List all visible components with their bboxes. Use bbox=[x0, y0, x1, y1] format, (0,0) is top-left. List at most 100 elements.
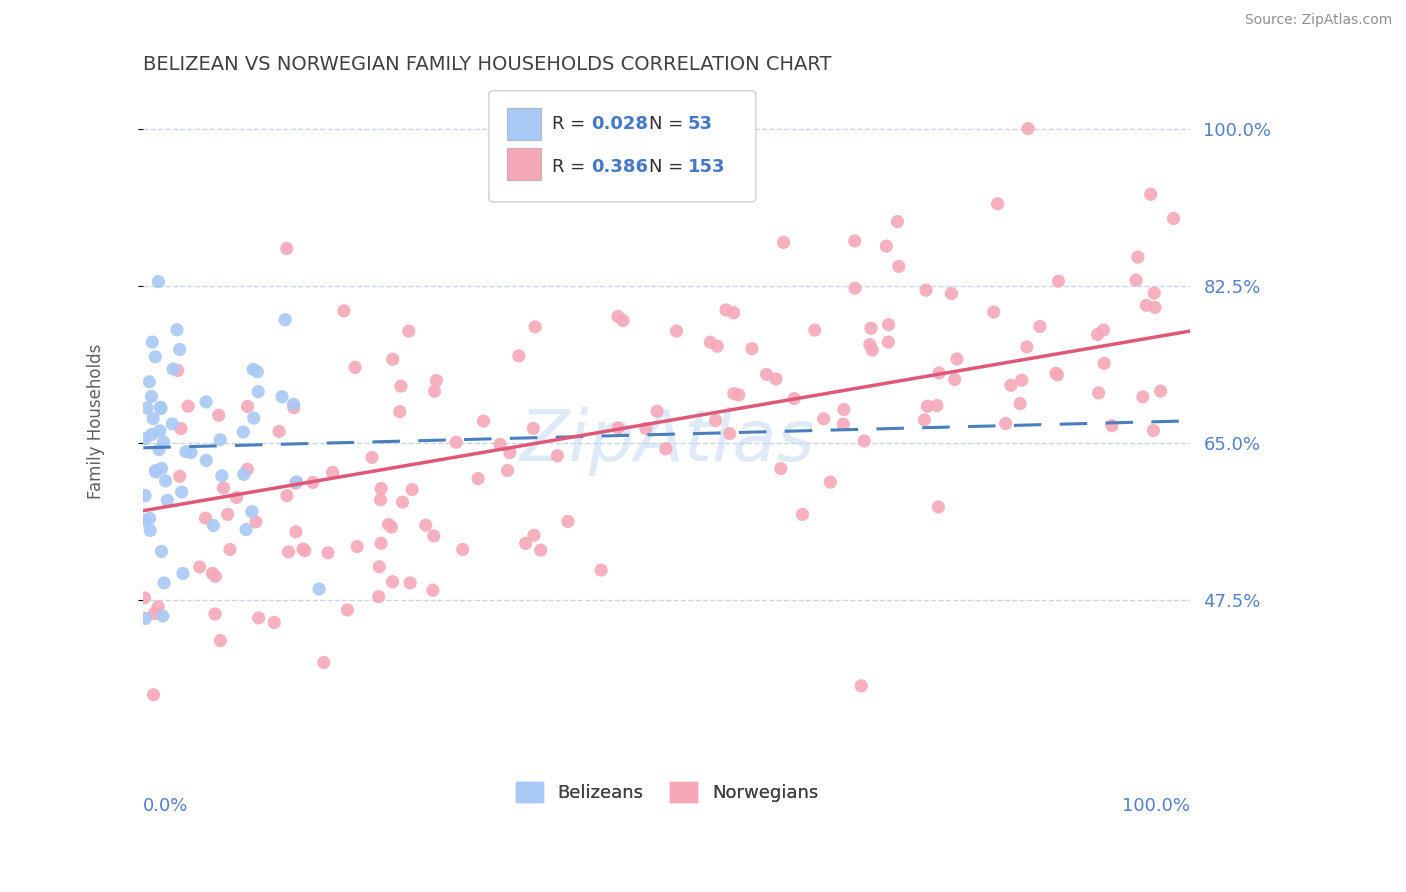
Point bbox=[149, 400, 172, 414]
Point bbox=[875, 239, 897, 253]
Point bbox=[723, 386, 745, 401]
Point bbox=[877, 335, 900, 350]
Point bbox=[150, 461, 173, 475]
Point bbox=[361, 450, 384, 465]
Point bbox=[156, 493, 179, 508]
Point bbox=[195, 395, 218, 409]
Point bbox=[283, 397, 305, 411]
Point bbox=[398, 324, 420, 338]
Point bbox=[723, 306, 745, 320]
Point bbox=[591, 563, 613, 577]
Point bbox=[145, 465, 167, 479]
Point bbox=[134, 611, 156, 625]
Point bbox=[714, 302, 737, 317]
Point bbox=[134, 432, 156, 446]
Point bbox=[1132, 390, 1154, 404]
Point bbox=[1125, 273, 1147, 287]
Point bbox=[704, 413, 727, 427]
Point bbox=[423, 529, 446, 543]
Point bbox=[368, 559, 391, 574]
Text: R =: R = bbox=[551, 158, 591, 176]
Point bbox=[149, 424, 172, 438]
Point bbox=[887, 260, 910, 274]
Point bbox=[153, 575, 176, 590]
Point bbox=[769, 461, 792, 475]
Point bbox=[1045, 366, 1067, 380]
Point bbox=[166, 323, 188, 337]
Point bbox=[1092, 356, 1115, 370]
Point bbox=[1017, 121, 1039, 136]
Text: N =: N = bbox=[650, 158, 689, 176]
Point bbox=[202, 518, 225, 533]
Point bbox=[162, 417, 184, 431]
Point bbox=[832, 417, 855, 432]
Point bbox=[232, 425, 254, 439]
Point bbox=[1010, 396, 1032, 410]
Point bbox=[152, 609, 174, 624]
Point bbox=[276, 242, 298, 256]
Point bbox=[804, 323, 827, 337]
Point bbox=[148, 442, 170, 457]
Point bbox=[188, 560, 211, 574]
Point bbox=[1046, 368, 1069, 382]
Point bbox=[209, 433, 232, 447]
Point bbox=[284, 476, 307, 491]
Point bbox=[143, 350, 166, 364]
Point bbox=[377, 517, 399, 532]
Text: 0.0%: 0.0% bbox=[143, 797, 188, 814]
Point bbox=[943, 372, 966, 386]
FancyBboxPatch shape bbox=[489, 91, 756, 202]
Point bbox=[1087, 385, 1109, 400]
Point bbox=[195, 453, 218, 467]
Point bbox=[1011, 373, 1033, 387]
Point bbox=[247, 611, 270, 625]
Point bbox=[381, 352, 404, 367]
Point bbox=[772, 235, 794, 250]
Point bbox=[853, 434, 876, 448]
Point bbox=[141, 427, 163, 442]
Point bbox=[557, 515, 579, 529]
Point bbox=[170, 421, 193, 435]
Point bbox=[146, 599, 169, 614]
Point bbox=[242, 362, 264, 376]
Point bbox=[246, 365, 269, 379]
Point bbox=[1149, 384, 1171, 398]
Text: 100.0%: 100.0% bbox=[1122, 797, 1191, 814]
Point bbox=[208, 409, 231, 423]
Point bbox=[645, 404, 668, 418]
Point bbox=[886, 214, 908, 228]
Point bbox=[134, 489, 156, 503]
Point bbox=[141, 390, 163, 404]
Point bbox=[283, 401, 305, 415]
Point bbox=[150, 544, 173, 558]
Point bbox=[177, 399, 200, 413]
Point bbox=[217, 508, 239, 522]
Point bbox=[143, 607, 166, 621]
Point bbox=[1015, 340, 1038, 354]
Point bbox=[336, 603, 359, 617]
Point bbox=[138, 511, 160, 525]
Point bbox=[235, 523, 257, 537]
Point bbox=[204, 569, 226, 583]
Point bbox=[276, 489, 298, 503]
Point bbox=[925, 399, 948, 413]
Text: Family Households: Family Households bbox=[87, 343, 105, 499]
Point bbox=[467, 471, 489, 485]
Point bbox=[820, 475, 842, 489]
Point bbox=[718, 426, 741, 441]
Point bbox=[201, 566, 224, 581]
Point bbox=[242, 411, 264, 425]
Point bbox=[370, 536, 392, 550]
Point bbox=[204, 607, 226, 621]
Point bbox=[928, 366, 950, 380]
Point bbox=[263, 615, 285, 630]
Text: 0.028: 0.028 bbox=[592, 115, 648, 134]
Point bbox=[333, 303, 356, 318]
Point bbox=[994, 417, 1017, 431]
Point bbox=[150, 401, 173, 416]
Point bbox=[389, 379, 412, 393]
Point bbox=[380, 520, 402, 534]
Point bbox=[425, 374, 447, 388]
Point bbox=[523, 528, 546, 542]
Point bbox=[813, 411, 835, 425]
